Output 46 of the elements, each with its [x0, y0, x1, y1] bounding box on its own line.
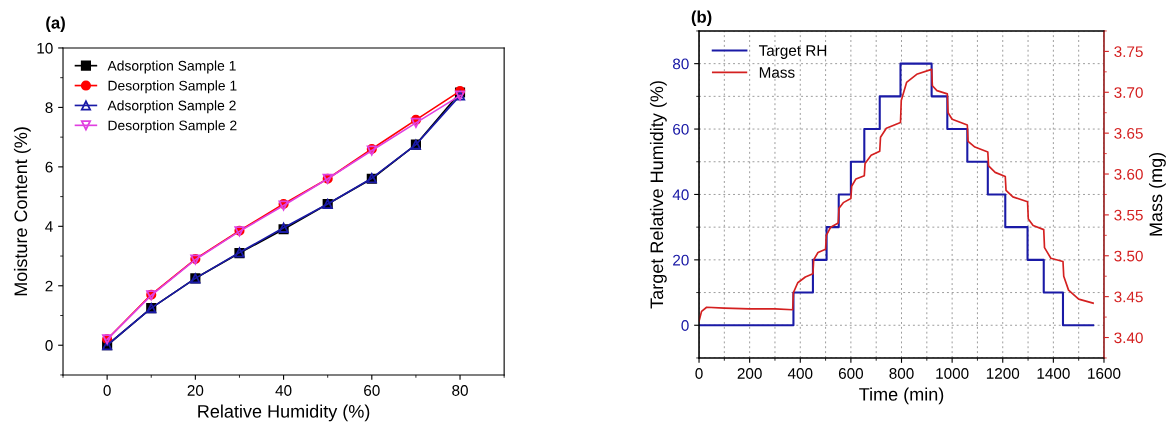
x-tick-label: 20 [187, 385, 204, 396]
y-tick-label: 10 [37, 42, 53, 54]
y-axis-title: Moisture Content (%) [13, 127, 31, 296]
x-axis-title: Time (min) [859, 387, 944, 405]
chart-title: (a) [46, 16, 65, 32]
y-axis-title: Target Relative Humidity (%) [649, 81, 667, 309]
x-tick-label: 0 [695, 368, 703, 379]
x-tick-label: 200 [737, 368, 762, 379]
y-tick-label: 60 [673, 123, 689, 135]
x-axis-title: Relative Humidity (%) [198, 404, 370, 422]
x-tick-label: 40 [275, 385, 292, 396]
x-tick-label: 60 [364, 385, 380, 396]
x-tick-label: 1000 [936, 368, 969, 379]
x-tick-label: 1600 [1088, 368, 1121, 379]
x-tick-label: 80 [452, 385, 468, 396]
y2-tick-label: 3.60 [1114, 168, 1143, 180]
y-tick-label: 0 [681, 320, 689, 331]
y2-tick-label: 3.65 [1114, 128, 1143, 139]
x-tick-label: 1400 [1037, 368, 1070, 379]
x-tick-label: 0 [103, 385, 111, 396]
y-tick-label: 2 [45, 280, 53, 292]
x-tick-label: 600 [838, 368, 864, 379]
y-tick-label: 0 [45, 340, 53, 351]
legend-label: Mass [759, 67, 795, 78]
y2-tick-label: 3.45 [1114, 291, 1143, 303]
legend-label: Target RH [758, 45, 827, 59]
legend-label: Desorption Sample 2 [108, 120, 237, 134]
y-tick-label: 80 [672, 58, 689, 70]
legend-label: Adsorption Sample 1 [107, 60, 236, 74]
y2-tick-label: 3.55 [1114, 209, 1143, 221]
y2-tick-label: 3.40 [1114, 332, 1143, 344]
y2-tick-label: 3.50 [1114, 250, 1143, 262]
y2-tick-label: 3.75 [1114, 46, 1143, 58]
x-tick-label: 400 [787, 368, 813, 379]
y2-axis-title: Mass (mg) [1148, 152, 1166, 236]
x-tick-label: 800 [889, 368, 914, 379]
legend-label: Desorption Sample 1 [108, 80, 237, 94]
y-tick-label: 20 [673, 254, 689, 266]
legend-label: Adsorption Sample 2 [107, 100, 236, 114]
chart-title: (b) [691, 10, 712, 27]
y-tick-label: 4 [45, 221, 53, 232]
x-tick-label: 1200 [986, 368, 1020, 379]
y-tick-label: 6 [45, 161, 53, 173]
y-tick-label: 8 [45, 102, 53, 114]
y2-tick-label: 3.70 [1114, 87, 1143, 98]
y-tick-label: 40 [672, 189, 689, 201]
